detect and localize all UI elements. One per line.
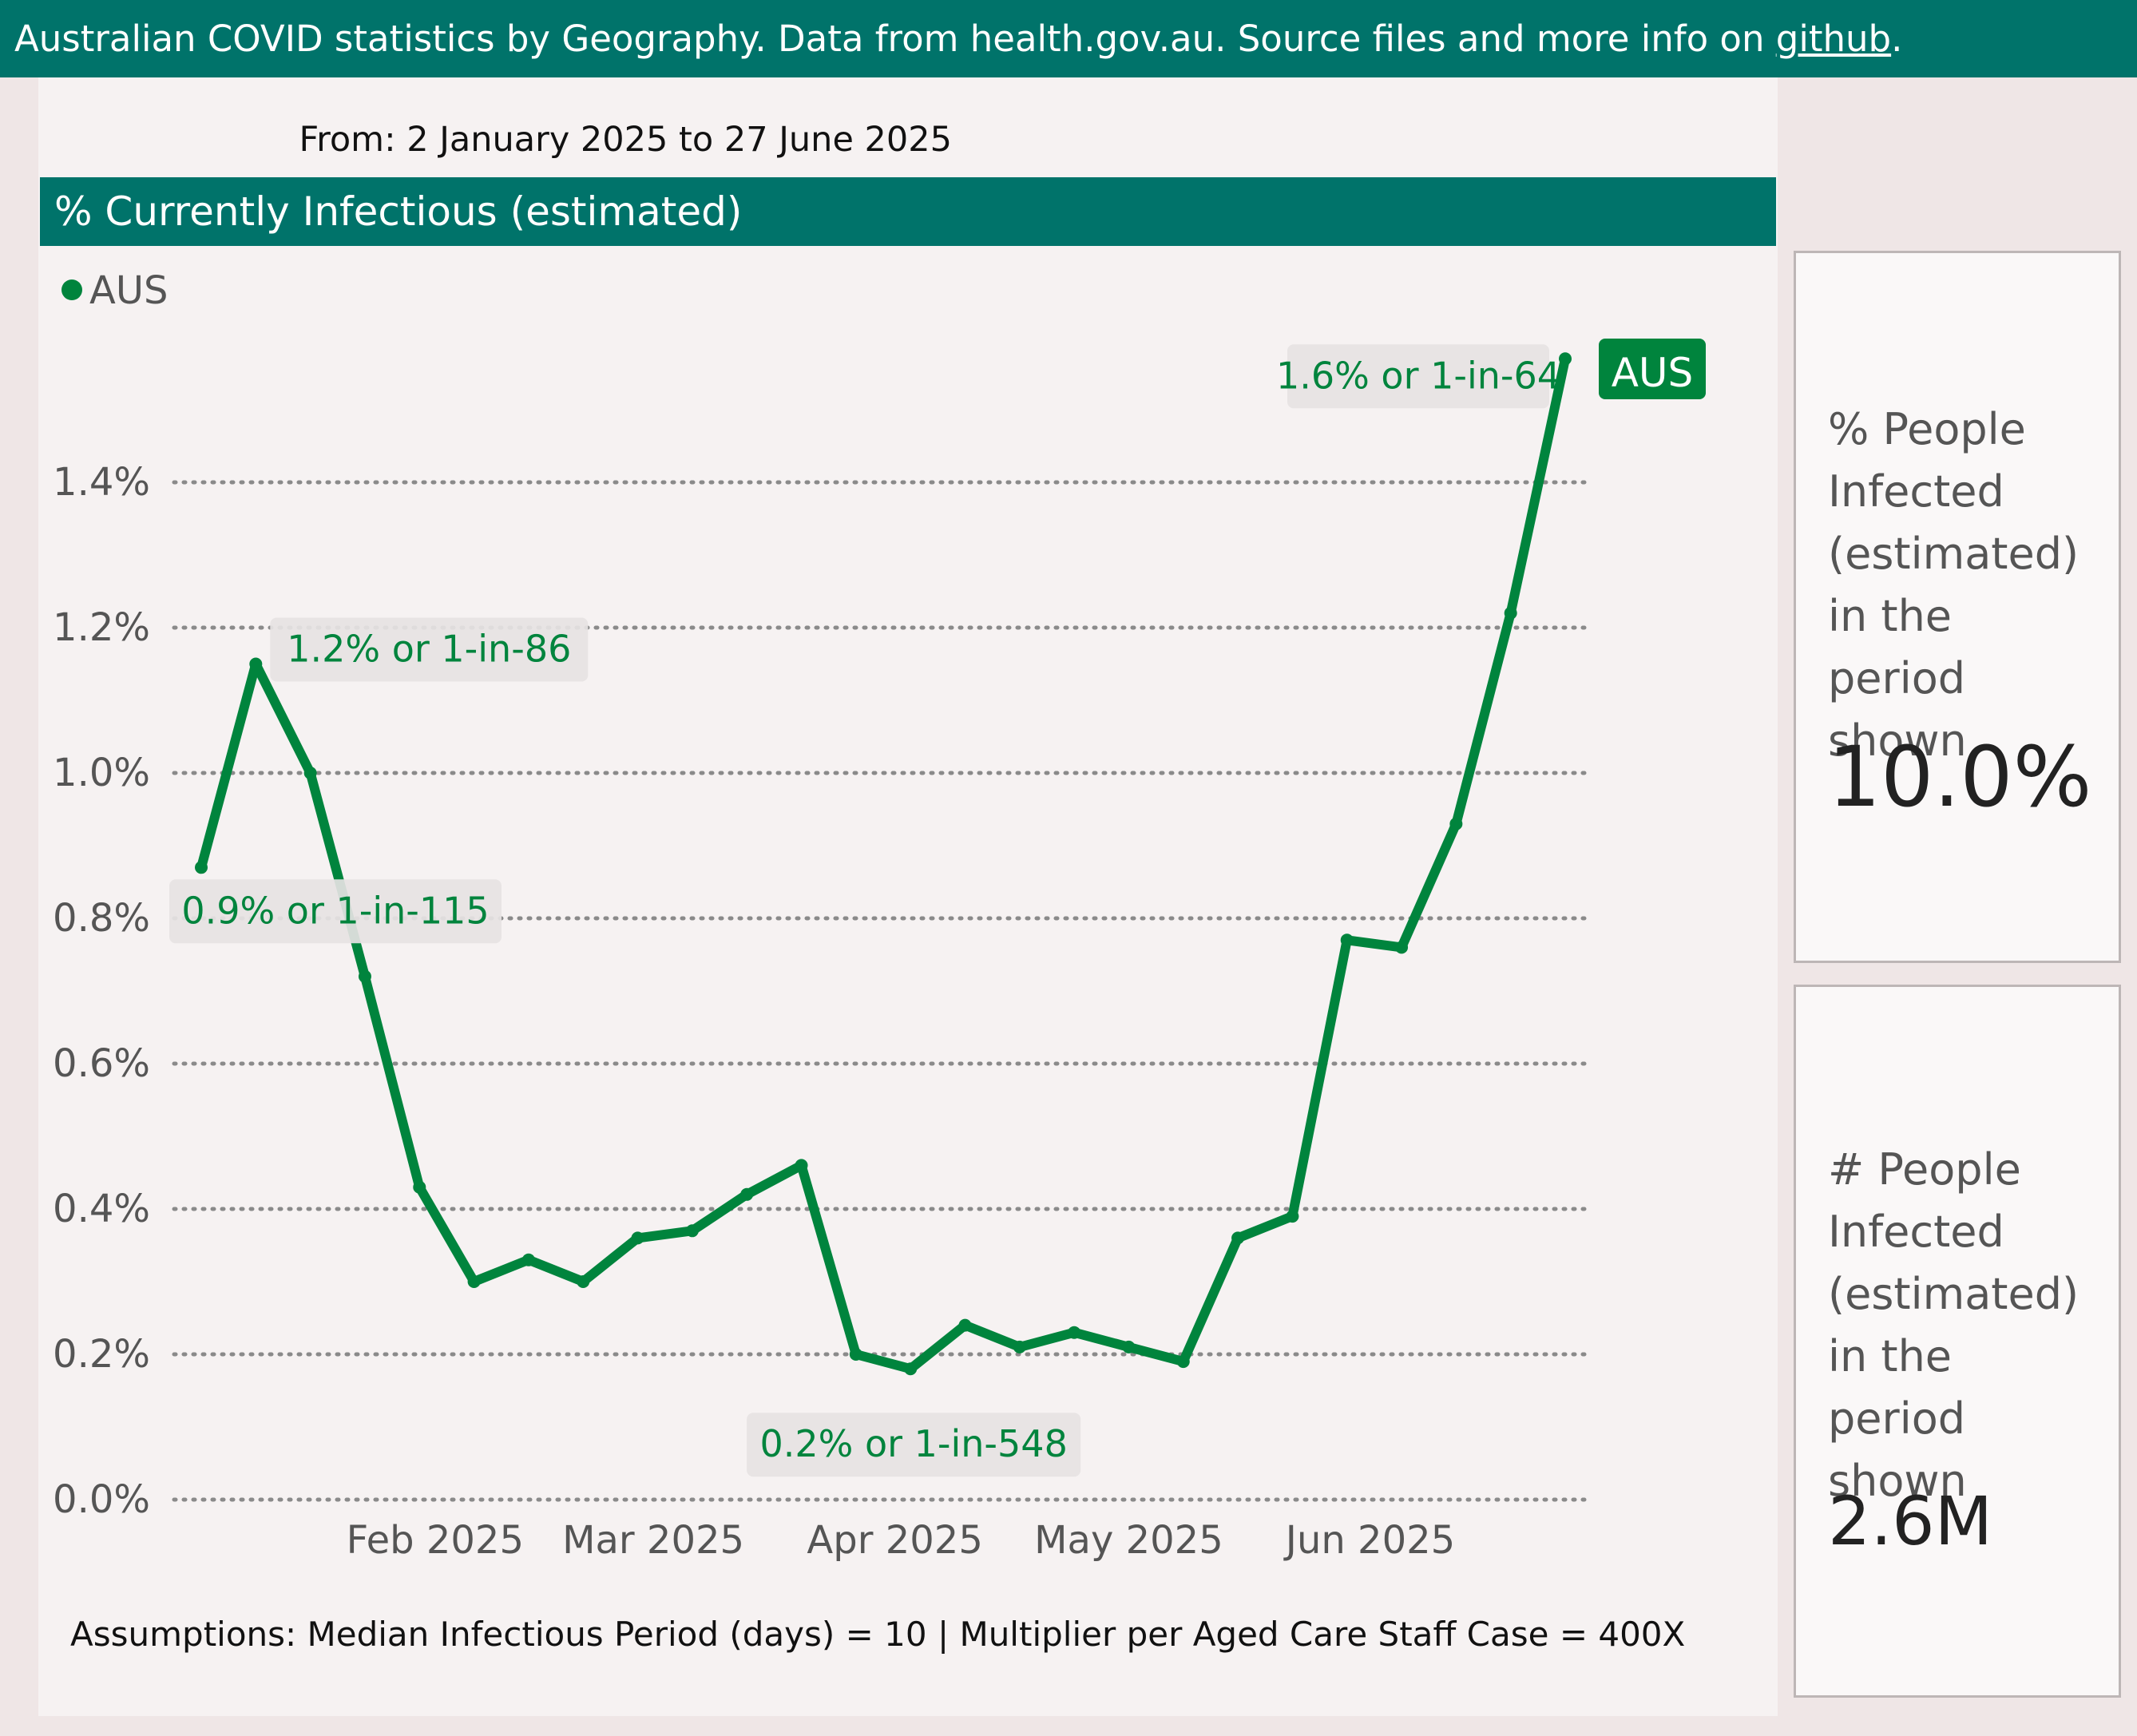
kpi-card-people-infected: # People Infected (estimated) in the per… xyxy=(1794,985,2121,1698)
x-tick-label: May 2025 xyxy=(1034,1518,1223,1563)
annotation-box xyxy=(747,1413,1081,1477)
data-point xyxy=(249,657,263,671)
data-point xyxy=(1559,352,1572,366)
data-point xyxy=(1286,1210,1299,1223)
annotation-label: 1.2% or 1-in-86 xyxy=(287,628,571,671)
legend-label: AUS xyxy=(89,268,168,313)
x-tick-label: Apr 2025 xyxy=(807,1518,982,1563)
data-point xyxy=(1395,941,1409,954)
annotation-label: 1.6% or 1-in-64 xyxy=(1276,354,1560,397)
series-line-aus xyxy=(196,354,1570,1374)
kpi-label-line: % People xyxy=(1828,404,2026,454)
kpi-card-percent-infected: % People Infected (estimated) in the per… xyxy=(1794,251,2121,963)
data-point xyxy=(1176,1355,1190,1369)
kpi-label-line: # People xyxy=(1828,1144,2021,1195)
data-point xyxy=(740,1187,754,1201)
x-tick-label: Mar 2025 xyxy=(562,1518,744,1563)
data-point xyxy=(1068,1326,1081,1339)
kpi-label-line: (estimated) xyxy=(1828,1269,2080,1319)
data-point xyxy=(631,1231,644,1245)
banner-text: Australian COVID statistics by Geography… xyxy=(14,0,1902,77)
data-point xyxy=(467,1275,481,1288)
data-point xyxy=(1122,1340,1136,1354)
data-point xyxy=(685,1224,699,1238)
data-point xyxy=(577,1275,590,1288)
github-link[interactable]: github xyxy=(1775,18,1892,60)
data-point xyxy=(904,1362,918,1376)
data-point xyxy=(413,1180,426,1194)
data-point xyxy=(1504,606,1517,620)
y-tick-label: 0.8% xyxy=(53,896,150,941)
data-point xyxy=(849,1348,862,1361)
data-point xyxy=(521,1253,535,1266)
kpi-value-percent: 10.0% xyxy=(1828,728,2092,826)
y-tick-label: 0.6% xyxy=(53,1041,150,1086)
data-point xyxy=(303,767,317,779)
kpi-label-line: Infected xyxy=(1828,466,2004,517)
kpi-label-line: shown xyxy=(1828,1456,1967,1506)
data-point xyxy=(958,1318,972,1332)
y-tick-label: 1.4% xyxy=(53,460,150,505)
annotation-label: 0.9% or 1-in-115 xyxy=(181,889,489,932)
annotation-label: 0.2% or 1-in-548 xyxy=(759,1422,1067,1465)
legend-marker xyxy=(61,279,82,300)
kpi-label-line: shown xyxy=(1828,715,1967,766)
kpi-label: % People Infected (estimated) in the per… xyxy=(1828,398,2091,772)
y-tick-label: 1.0% xyxy=(53,751,150,795)
kpi-label-line: in the period xyxy=(1828,1331,1966,1444)
y-tick-label: 0.2% xyxy=(53,1332,150,1377)
chart-title-bar: % Currently Infectious (estimated) xyxy=(40,177,1776,246)
annotation-box xyxy=(169,879,502,944)
data-point xyxy=(1013,1340,1026,1354)
data-point xyxy=(795,1159,808,1172)
x-tick-label: Jun 2025 xyxy=(1283,1518,1455,1563)
top-banner: Australian COVID statistics by Geography… xyxy=(0,0,2137,77)
kpi-label-line: (estimated) xyxy=(1828,529,2080,579)
x-tick-label: Feb 2025 xyxy=(347,1518,524,1563)
date-range-label: From: 2 January 2025 to 27 June 2025 xyxy=(299,120,952,160)
banner-text-end: . xyxy=(1891,18,1903,60)
end-label: AUS xyxy=(1612,350,1694,396)
annotation-box xyxy=(1287,344,1549,409)
y-tick-label: 0.0% xyxy=(53,1477,150,1522)
annotation-box xyxy=(270,617,589,682)
kpi-label: # People Infected (estimated) in the per… xyxy=(1828,1139,2091,1512)
assumptions-text: Assumptions: Median Infectious Period (d… xyxy=(70,1615,1686,1654)
kpi-label-line: in the period xyxy=(1828,591,1966,704)
kpi-label-line: Infected xyxy=(1828,1207,2004,1257)
data-point xyxy=(195,861,208,874)
end-label-box xyxy=(1599,339,1706,399)
y-tick-label: 1.2% xyxy=(53,605,150,650)
data-point xyxy=(1231,1231,1245,1245)
chart-title: % Currently Infectious (estimated) xyxy=(54,188,743,235)
data-point xyxy=(1449,817,1463,830)
banner-text-main: Australian COVID statistics by Geography… xyxy=(14,18,1776,60)
y-tick-label: 0.4% xyxy=(53,1187,150,1231)
kpi-value-count: 2.6M xyxy=(1828,1482,1993,1560)
data-point xyxy=(358,969,371,983)
data-point xyxy=(1340,933,1354,947)
